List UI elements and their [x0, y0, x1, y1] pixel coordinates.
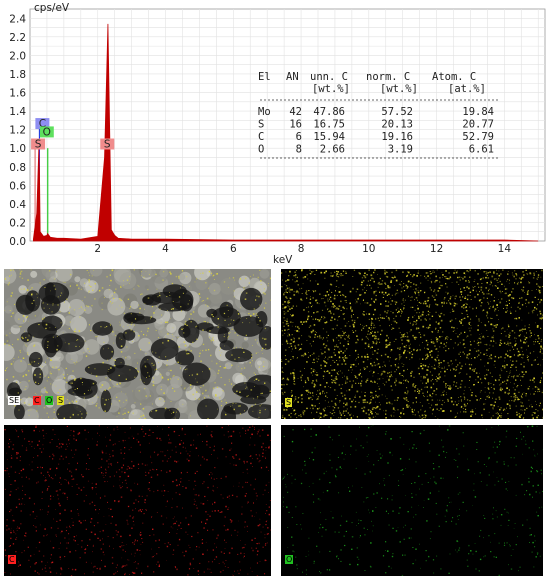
y-tick-labels: 0.0 0.2 0.4 0.6 0.8 1.0 1.2 1.4 1.6 1.8 2.0 2.2 2.4: [9, 13, 26, 248]
map-label-s: S: [57, 396, 65, 405]
map-label-c: C: [33, 396, 41, 405]
table-unit-header: [wt.%]: [312, 83, 350, 95]
map-label-o: O: [285, 555, 294, 564]
map-label-o: O: [45, 396, 54, 405]
table-cell: 2.66: [320, 144, 345, 156]
y-tick-label: 0.4: [9, 199, 26, 211]
x-tick-labels: 2 4 6 8 10 12 14: [94, 243, 511, 255]
table-cell: 42: [289, 106, 302, 118]
table-cell: C: [258, 131, 264, 143]
s-map-image: [281, 269, 543, 419]
y-axis-label: cps/eV: [34, 2, 70, 14]
y-tick-label: 0.8: [9, 162, 26, 174]
table-unit-header: [wt.%]: [380, 83, 418, 95]
y-tick-label: 1.2: [9, 125, 26, 137]
x-axis-label: keV: [273, 254, 293, 265]
table-cell: 8: [296, 144, 302, 156]
table-header: Atom. C: [432, 71, 476, 83]
quantification-table: El AN unn. C norm. C Atom. C [wt.%] [wt.%] [at.…: [258, 71, 500, 159]
spectrum-series-line: [32, 23, 539, 242]
y-tick-label: 2.4: [9, 13, 26, 25]
peak-label-box: [35, 118, 50, 130]
map-panel-s: S: [281, 269, 543, 419]
table-cell: 16.75: [313, 119, 345, 131]
y-tick-label: 2.0: [9, 50, 26, 62]
y-tick-label: 0.6: [9, 180, 26, 192]
y-tick-label: 0.2: [9, 217, 26, 229]
plot-background: [29, 8, 546, 242]
map-panel-se: SE C O S: [4, 269, 271, 419]
table-cell: O: [258, 144, 264, 156]
table-header: unn. C: [310, 71, 348, 83]
y-tick-label: 1.8: [9, 69, 26, 81]
peak-label-o: O: [39, 126, 54, 138]
x-tick-label: 14: [498, 243, 512, 255]
peak-label-c: C: [35, 118, 50, 130]
peak-label-text: C: [39, 118, 46, 130]
y-tick-label: 1.6: [9, 88, 26, 100]
c-map-image: [4, 425, 271, 576]
map-panel-o: O: [281, 425, 543, 576]
map-label-c: C: [8, 555, 16, 564]
x-tick-label: 10: [362, 243, 375, 255]
map-panel-c: C: [4, 425, 271, 576]
table-cell: 6: [296, 131, 302, 143]
table-cell: 20.77: [462, 119, 494, 131]
x-tick-label: 12: [430, 243, 443, 255]
o-map-image: [282, 425, 543, 576]
table-cell: 47.86: [313, 106, 345, 118]
eds-spectrum-chart: 0.00.20.40.60.81.01.21.41.61.82.02.22.4 …: [9, 2, 546, 265]
table-cell: 57.52: [381, 106, 413, 118]
peak-label-s: S: [100, 138, 115, 150]
peak-label-box: [31, 138, 46, 150]
map-label-s: S: [285, 398, 293, 407]
peak-label-s: S: [31, 138, 46, 150]
x-tick-label: 2: [94, 243, 101, 255]
peak-label-text: O: [43, 126, 51, 138]
x-tick-label: 8: [298, 243, 305, 255]
table-cell: 16: [289, 119, 302, 131]
table-cell: 19.16: [381, 131, 413, 143]
y-tick-label: 1.4: [9, 106, 26, 118]
table-cell: S: [258, 119, 264, 131]
table-header: AN: [286, 71, 299, 83]
peak-label-box: [39, 126, 54, 138]
y-tick-label: 1.0: [9, 143, 26, 155]
x-tick-label: 6: [230, 243, 237, 255]
x-tick-label: 4: [162, 243, 169, 255]
map-label-se: SE: [8, 396, 21, 405]
table-cell: 52.79: [462, 131, 494, 143]
table-cell: 3.19: [388, 144, 413, 156]
peak-label-text: S: [104, 138, 111, 150]
grid-lines: [30, 9, 545, 241]
table-cell: 20.13: [381, 119, 413, 131]
table-header: norm. C: [366, 71, 410, 83]
peak-label-text: S: [35, 138, 42, 150]
table-header: El: [258, 71, 271, 83]
table-cell: Mo: [258, 106, 271, 118]
table-unit-header: [at.%]: [448, 83, 486, 95]
table-cell: 15.94: [313, 131, 345, 143]
se-image: [4, 269, 271, 419]
peak-label-box: [100, 138, 115, 150]
table-cell: 19.84: [462, 106, 494, 118]
y-tick-label: 0.0: [9, 236, 26, 248]
table-cell: 6.61: [469, 144, 494, 156]
y-tick-label: 2.2: [9, 32, 26, 44]
